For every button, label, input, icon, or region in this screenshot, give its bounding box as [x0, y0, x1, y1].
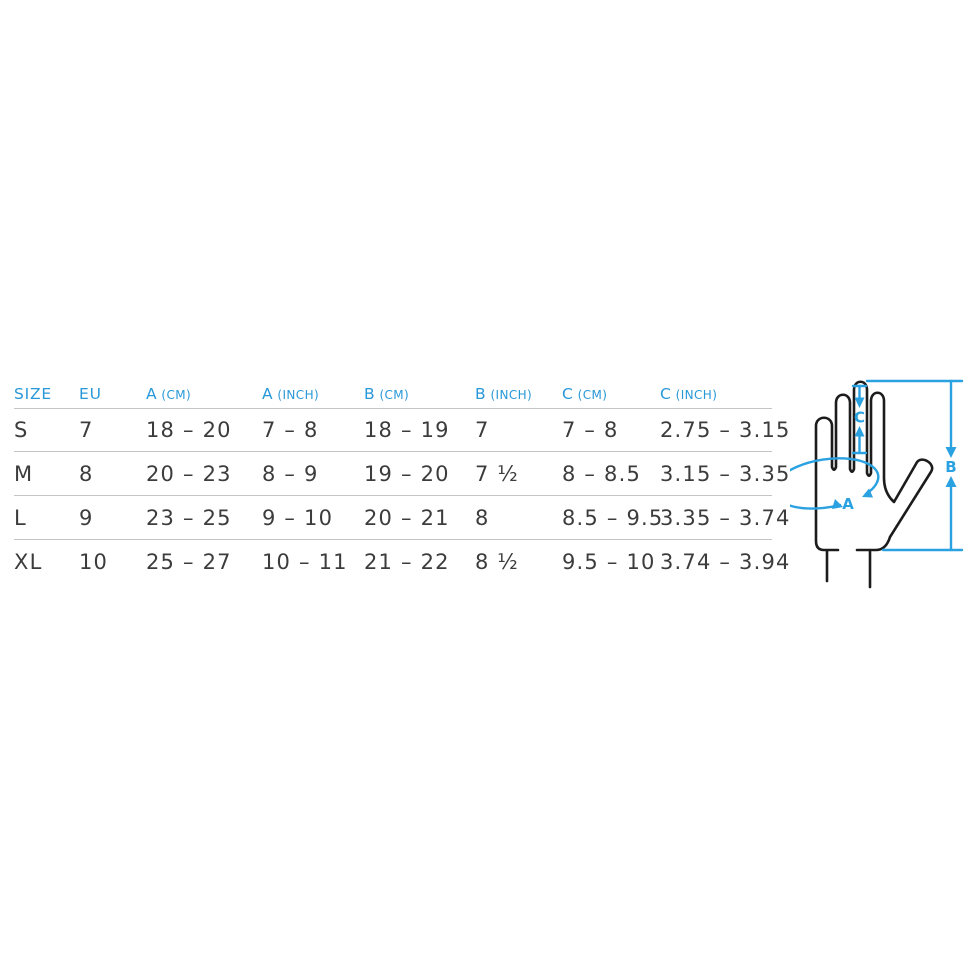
header-unit: (INCH) — [490, 387, 533, 402]
header-unit: (INCH) — [277, 387, 320, 402]
cell-c-inch: 2.75 – 3.15 — [660, 418, 791, 442]
cell-eu: 8 — [79, 461, 94, 486]
cell-a-cm: 18 – 20 — [146, 418, 232, 442]
cell-c-cm: 9.5 – 10 — [562, 550, 656, 574]
header-cell-b-cm: B (CM) — [364, 384, 475, 403]
cell-a-inch: 8 – 9 — [262, 461, 319, 486]
cell-a-cm: 25 – 27 — [146, 550, 232, 574]
header-label: C — [562, 384, 574, 403]
header-unit: (CM) — [379, 387, 410, 402]
cell-a-cm: 20 – 23 — [146, 461, 232, 486]
cell-c-inch: 3.74 – 3.94 — [660, 550, 791, 574]
header-unit: (CM) — [161, 387, 192, 402]
measurement-a-ellipse — [790, 457, 880, 510]
diagram-label-a: A — [842, 495, 854, 513]
table-header-row: SIZE EU A (CM) A (INCH) B (CM) B (INCH) C (CM… — [14, 378, 772, 409]
cell-c-inch: 3.35 – 3.74 — [660, 505, 791, 530]
cell-b-inch: 8 ½ — [475, 550, 519, 574]
header-cell-size: SIZE — [14, 384, 79, 403]
header-label: A — [262, 384, 274, 403]
cell-size: M — [14, 461, 34, 486]
header-label: C — [660, 384, 672, 403]
header-label: EU — [79, 384, 102, 403]
cell-size: L — [14, 505, 27, 530]
table-row-xl: XL 10 25 – 27 10 – 11 21 – 22 8 ½ 9.5 – … — [14, 540, 791, 584]
cell-b-cm: 20 – 21 — [364, 505, 450, 530]
cell-size: S — [14, 418, 29, 442]
cell-c-cm: 7 – 8 — [562, 418, 619, 442]
header-label: B — [475, 384, 487, 403]
cell-a-cm: 23 – 25 — [146, 505, 232, 530]
cell-c-inch: 3.15 – 3.35 — [660, 461, 791, 486]
cell-a-inch: 7 – 8 — [262, 418, 319, 442]
cell-b-cm: 19 – 20 — [364, 461, 450, 486]
cell-c-cm: 8.5 – 9.5 — [562, 505, 664, 530]
header-label: B — [364, 384, 376, 403]
diagram-label-c: C — [854, 409, 865, 427]
header-cell-c-cm: C (CM) — [562, 384, 660, 403]
cell-eu: 9 — [79, 505, 94, 530]
hand-outline-icon — [814, 380, 934, 589]
size-chart-table: SIZE EU A (CM) A (INCH) B (CM) B (INCH) C (CM… — [14, 378, 791, 584]
cell-a-inch: 9 – 10 — [262, 505, 334, 530]
hand-measurement-diagram: C B A — [790, 379, 964, 589]
measurement-c-arrow — [851, 384, 868, 455]
cell-eu: 10 — [79, 550, 109, 574]
header-label: SIZE — [14, 384, 53, 403]
table-row-l: L 9 23 – 25 9 – 10 20 – 21 8 8.5 – 9.5 3… — [14, 496, 791, 540]
cell-b-cm: 21 – 22 — [364, 550, 450, 574]
cell-b-inch: 7 — [475, 418, 490, 442]
header-cell-eu: EU — [79, 384, 146, 403]
cell-b-cm: 18 – 19 — [364, 418, 450, 442]
cell-b-inch: 8 — [475, 505, 490, 530]
measurement-b-line — [865, 379, 964, 552]
header-unit: (INCH) — [675, 387, 718, 402]
cell-a-inch: 10 – 11 — [262, 550, 348, 574]
cell-c-cm: 8 – 8.5 — [562, 461, 642, 486]
header-cell-c-inch: C (INCH) — [660, 384, 772, 403]
diagram-label-b: B — [945, 458, 956, 476]
header-cell-a-inch: A (INCH) — [262, 384, 364, 403]
table-row-m: M 8 20 – 23 8 – 9 19 – 20 7 ½ 8 – 8.5 3.… — [14, 452, 791, 496]
table-row-s: S 7 18 – 20 7 – 8 18 – 19 7 7 – 8 2.75 –… — [14, 409, 791, 452]
cell-size: XL — [14, 550, 43, 574]
header-cell-b-inch: B (INCH) — [475, 384, 562, 403]
header-label: A — [146, 384, 158, 403]
cell-eu: 7 — [79, 418, 94, 442]
header-unit: (CM) — [577, 387, 608, 402]
header-cell-a-cm: A (CM) — [146, 384, 262, 403]
cell-b-inch: 7 ½ — [475, 461, 519, 486]
